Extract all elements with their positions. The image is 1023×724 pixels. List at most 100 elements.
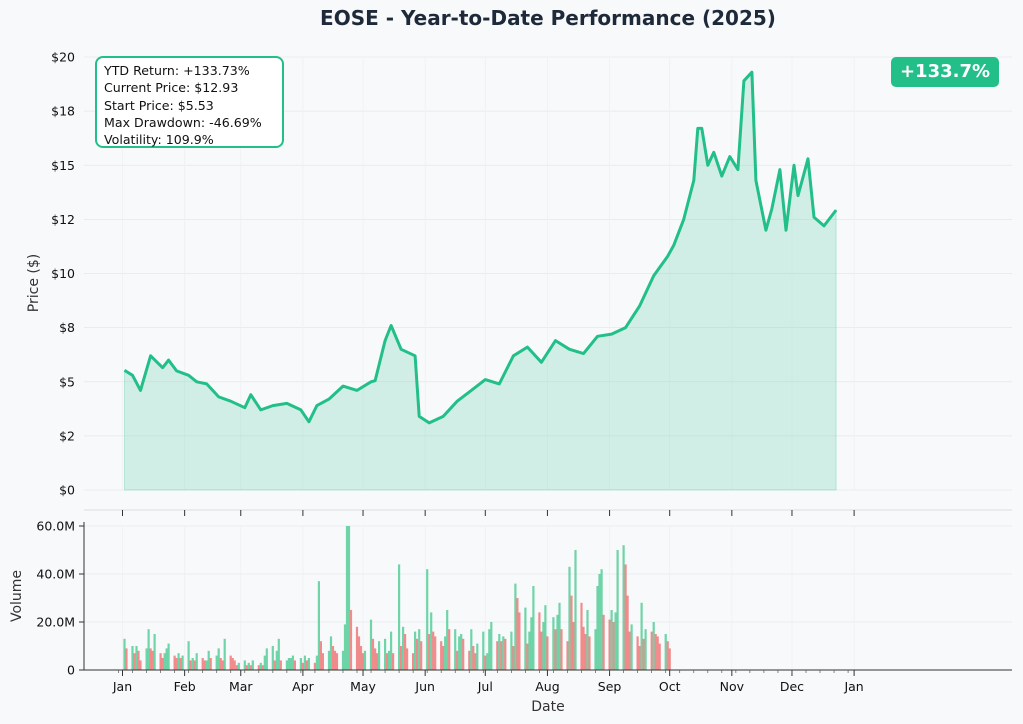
- volume-bar: [426, 569, 429, 670]
- volume-bar: [307, 658, 310, 670]
- volume-bar: [285, 660, 288, 670]
- volume-bar: [349, 610, 353, 670]
- volume-bar: [219, 658, 222, 670]
- volume-bar: [470, 629, 473, 670]
- volume-bar: [347, 526, 351, 670]
- volume-bar: [384, 638, 387, 670]
- volume-bar: [273, 660, 276, 670]
- volume-bar: [235, 665, 238, 670]
- volume-bar: [428, 634, 431, 670]
- volume-bar: [357, 636, 361, 670]
- volume-bar: [133, 653, 136, 670]
- price-x-tick-marks: [122, 510, 855, 516]
- price-y-axis-label: Price ($): [26, 254, 42, 312]
- volume-bar: [205, 660, 208, 670]
- volume-bar: [135, 646, 138, 670]
- volume-bar: [654, 634, 657, 670]
- volume-x-axis: Jan Feb Mar Apr May Jun Jul Aug Sep Oct Nov Dec Jan: [112, 670, 864, 694]
- volume-bar: [207, 650, 210, 670]
- price-y-tick-label: $5: [59, 374, 75, 389]
- volume-bar: [586, 610, 589, 670]
- volume-bar: [257, 665, 260, 670]
- volume-bar: [486, 653, 489, 670]
- volume-bar: [125, 648, 128, 670]
- volume-bar: [327, 650, 331, 670]
- ytd-return-badge: +133.7%: [891, 57, 999, 87]
- volume-bar: [263, 655, 266, 670]
- volume-bar: [514, 583, 517, 670]
- volume-bar: [201, 658, 204, 670]
- volume-panel: 0 20.0M 40.0M 60.0M Jan Feb Mar Apr May Jun Jul Au…: [9, 519, 1012, 715]
- volume-bar: [195, 653, 198, 670]
- volume-bar: [666, 641, 669, 670]
- volume-bar: [552, 617, 555, 670]
- volume-bar: [259, 662, 262, 670]
- volume-bar: [640, 602, 643, 670]
- volume-bar: [498, 634, 501, 670]
- volume-y-tick-label: 0: [67, 663, 75, 678]
- volume-x-tick-label: Jun: [414, 679, 435, 694]
- volume-bar: [223, 638, 226, 670]
- volume-bar: [249, 665, 252, 670]
- volume-bar: [217, 648, 220, 670]
- volume-x-tick-label: Mar: [229, 679, 253, 694]
- volume-bar: [650, 631, 653, 670]
- price-y-tick-label: $18: [51, 104, 75, 119]
- volume-bar: [584, 634, 587, 670]
- volume-bar: [406, 648, 409, 670]
- stat-max-drawdown: Max Drawdown: -46.69%: [104, 114, 262, 130]
- volume-bar: [664, 634, 667, 670]
- volume-bar: [472, 646, 475, 670]
- volume-bar: [582, 626, 585, 670]
- volume-bar: [656, 636, 659, 670]
- volume-bar: [418, 629, 421, 670]
- volume-bar: [161, 658, 164, 670]
- volume-bar: [371, 638, 375, 670]
- volume-bar: [448, 629, 451, 670]
- volume-bar: [293, 660, 296, 670]
- volume-bar: [159, 653, 162, 670]
- volume-bar: [247, 662, 250, 670]
- volume-bar: [598, 574, 601, 670]
- volume-bar: [512, 646, 515, 670]
- stats-box: YTD Return: +133.73% Current Price: $12.…: [95, 56, 284, 148]
- price-y-tick-label: $12: [51, 212, 75, 227]
- volume-x-tick-label: Sep: [598, 679, 622, 694]
- volume-bar: [173, 655, 176, 670]
- volume-bar: [638, 646, 641, 670]
- volume-bar: [532, 586, 535, 670]
- volume-y-tick-label: 40.0M: [36, 567, 75, 582]
- volume-bar: [430, 612, 433, 670]
- volume-bar: [636, 636, 639, 670]
- volume-bar: [444, 636, 447, 670]
- volume-y-tick-label: 20.0M: [36, 615, 75, 630]
- volume-bar: [175, 658, 178, 670]
- volume-y-axis: 0 20.0M 40.0M 60.0M: [36, 519, 84, 678]
- volume-bar: [193, 660, 196, 670]
- volume-bar: [468, 650, 471, 670]
- volume-x-tick-label: Feb: [174, 679, 196, 694]
- volume-bar: [123, 638, 126, 670]
- volume-bar: [209, 658, 212, 670]
- volume-bar: [177, 653, 180, 670]
- stat-ytd-return: YTD Return: +133.73%: [104, 63, 250, 78]
- volume-y-tick-label: 60.0M: [36, 519, 75, 534]
- volume-bar: [432, 631, 435, 670]
- volume-bar: [572, 622, 575, 670]
- price-y-tick-label: $15: [51, 158, 75, 173]
- volume-bar: [644, 629, 647, 670]
- volume-x-tick-label: May: [350, 679, 376, 694]
- volume-bar: [476, 643, 479, 670]
- volume-bar: [474, 653, 477, 670]
- price-gridlines: [84, 56, 1012, 491]
- volume-bar: [580, 602, 583, 670]
- volume-bar: [528, 631, 531, 670]
- volume-x-tick-label: Jan: [843, 679, 863, 694]
- volume-bar: [390, 631, 393, 670]
- volume-bar: [558, 602, 561, 670]
- volume-bar: [588, 636, 591, 670]
- volume-bar: [345, 526, 349, 670]
- volume-bar: [402, 626, 405, 670]
- volume-bar: [610, 610, 613, 670]
- volume-bar: [321, 653, 324, 670]
